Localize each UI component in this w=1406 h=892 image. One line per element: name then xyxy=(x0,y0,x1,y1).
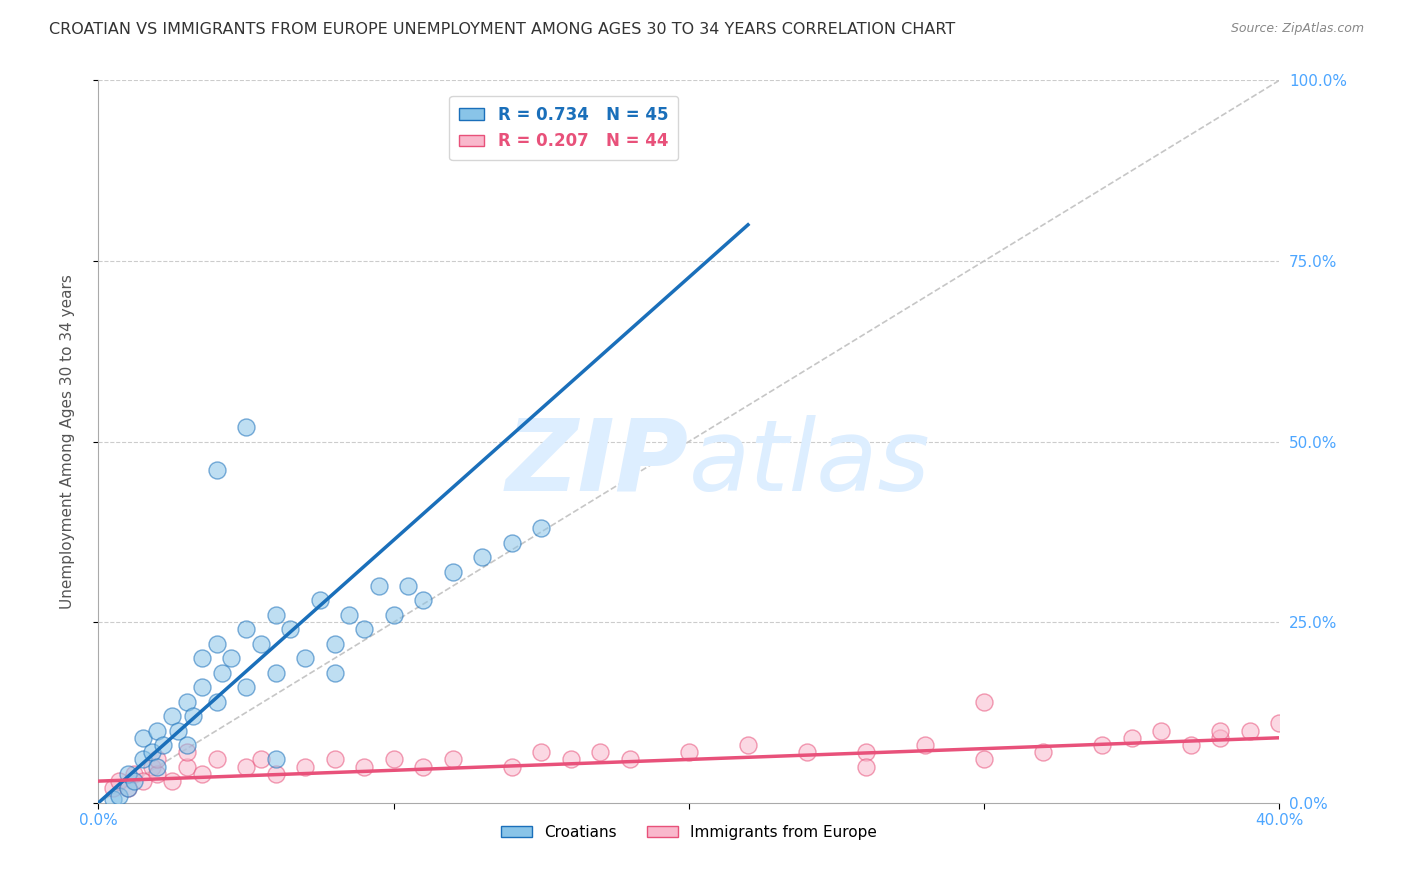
Point xyxy=(117,781,139,796)
Point xyxy=(855,760,877,774)
Point xyxy=(132,752,155,766)
Point xyxy=(205,695,228,709)
Point xyxy=(103,781,125,796)
Point xyxy=(398,579,420,593)
Point xyxy=(108,789,131,803)
Point xyxy=(146,760,169,774)
Point xyxy=(1032,745,1054,759)
Point xyxy=(471,550,494,565)
Point xyxy=(501,535,523,549)
Point xyxy=(619,752,641,766)
Point xyxy=(117,781,139,796)
Point xyxy=(264,752,287,766)
Point xyxy=(501,760,523,774)
Point xyxy=(339,607,361,622)
Point xyxy=(191,680,214,694)
Point xyxy=(382,607,405,622)
Point xyxy=(323,665,346,680)
Point xyxy=(122,767,145,781)
Point xyxy=(1091,738,1114,752)
Point xyxy=(737,738,759,752)
Point xyxy=(103,792,125,806)
Point xyxy=(323,637,346,651)
Point xyxy=(973,695,995,709)
Point xyxy=(796,745,818,759)
Point xyxy=(211,665,233,680)
Point xyxy=(530,521,553,535)
Point xyxy=(146,723,169,738)
Text: ZIP: ZIP xyxy=(506,415,689,512)
Point xyxy=(530,745,553,759)
Point xyxy=(280,623,302,637)
Point xyxy=(294,760,316,774)
Point xyxy=(205,637,228,651)
Point xyxy=(221,651,243,665)
Point xyxy=(176,695,198,709)
Point xyxy=(353,760,375,774)
Point xyxy=(294,651,316,665)
Point xyxy=(250,637,273,651)
Point xyxy=(678,745,700,759)
Point xyxy=(205,752,228,766)
Point xyxy=(412,593,434,607)
Point xyxy=(132,774,155,789)
Point xyxy=(412,760,434,774)
Point xyxy=(152,738,174,752)
Point xyxy=(141,760,163,774)
Point xyxy=(132,731,155,745)
Point xyxy=(167,723,190,738)
Point xyxy=(122,774,145,789)
Point xyxy=(264,607,287,622)
Point xyxy=(368,579,391,593)
Point xyxy=(117,767,139,781)
Point xyxy=(250,752,273,766)
Point xyxy=(309,593,332,607)
Point xyxy=(1239,723,1261,738)
Point xyxy=(146,767,169,781)
Point xyxy=(914,738,936,752)
Point xyxy=(973,752,995,766)
Point xyxy=(162,709,183,723)
Point xyxy=(382,752,405,766)
Point xyxy=(1209,731,1232,745)
Point xyxy=(176,738,198,752)
Point xyxy=(1150,723,1173,738)
Point xyxy=(176,745,198,759)
Point xyxy=(235,760,257,774)
Text: Source: ZipAtlas.com: Source: ZipAtlas.com xyxy=(1230,22,1364,36)
Point xyxy=(146,752,169,766)
Legend: Croatians, Immigrants from Europe: Croatians, Immigrants from Europe xyxy=(495,819,883,846)
Point xyxy=(235,420,257,434)
Point xyxy=(235,680,257,694)
Point xyxy=(1121,731,1143,745)
Point xyxy=(235,623,257,637)
Point xyxy=(181,709,204,723)
Point xyxy=(162,774,183,789)
Point xyxy=(560,752,582,766)
Text: atlas: atlas xyxy=(689,415,931,512)
Y-axis label: Unemployment Among Ages 30 to 34 years: Unemployment Among Ages 30 to 34 years xyxy=(60,274,75,609)
Point xyxy=(1209,723,1232,738)
Point xyxy=(589,745,612,759)
Point xyxy=(1180,738,1202,752)
Point xyxy=(855,745,877,759)
Point xyxy=(191,651,214,665)
Point xyxy=(176,760,198,774)
Point xyxy=(191,767,214,781)
Text: CROATIAN VS IMMIGRANTS FROM EUROPE UNEMPLOYMENT AMONG AGES 30 TO 34 YEARS CORREL: CROATIAN VS IMMIGRANTS FROM EUROPE UNEMP… xyxy=(49,22,956,37)
Point xyxy=(353,623,375,637)
Point xyxy=(323,752,346,766)
Point xyxy=(108,774,131,789)
Point xyxy=(441,752,464,766)
Point xyxy=(441,565,464,579)
Point xyxy=(205,463,228,477)
Point xyxy=(264,767,287,781)
Point xyxy=(1268,716,1291,731)
Point xyxy=(141,745,163,759)
Point xyxy=(264,665,287,680)
